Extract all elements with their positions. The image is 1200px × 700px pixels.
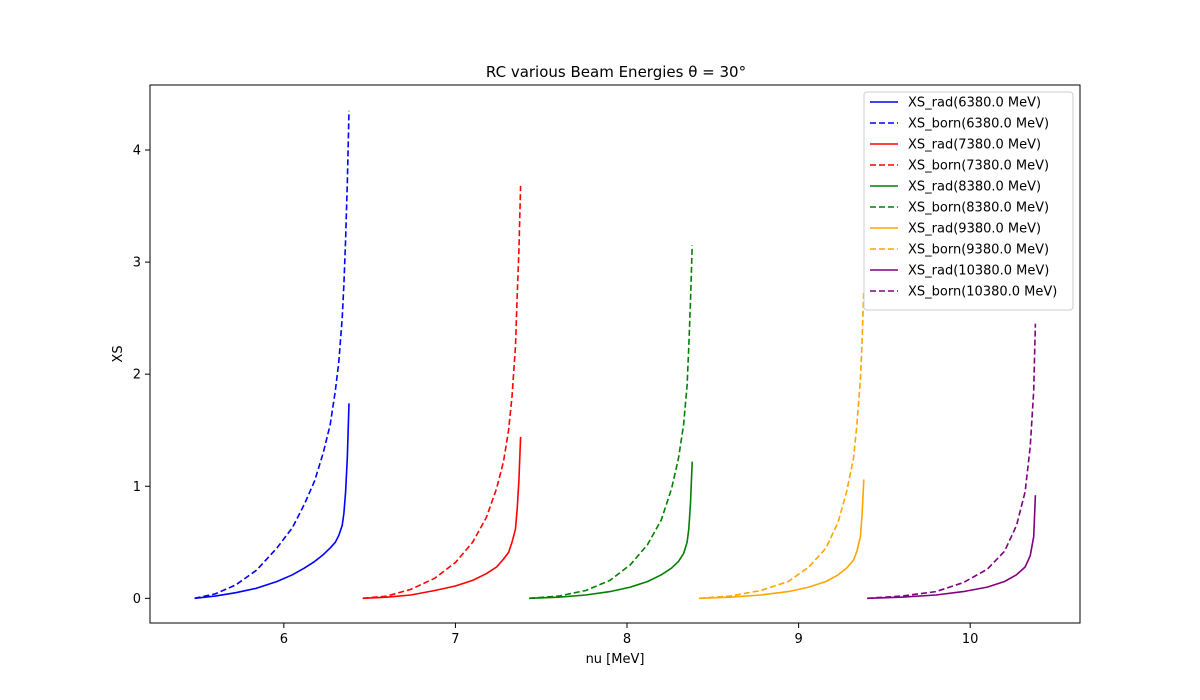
legend: XS_rad(6380.0 MeV) XS_born(6380.0 MeV) XS_… — [863, 91, 1074, 311]
x-tick-label: 7 — [451, 632, 459, 647]
y-axis-label: XS — [111, 345, 126, 362]
series-line-5 — [529, 245, 693, 600]
y-tick-label: 0 — [133, 592, 141, 607]
legend-entry-label: XS_rad(8380.0 MeV) — [908, 180, 1041, 195]
y-tick-label: 4 — [133, 144, 141, 159]
series-line-8 — [867, 495, 1037, 600]
series-line-0 — [194, 403, 350, 600]
chart-title: RC various Beam Energies θ = 30° — [486, 63, 746, 81]
x-tick-label: 6 — [280, 632, 288, 647]
series-line-7 — [699, 290, 865, 600]
x-axis-label: nu [MeV] — [586, 652, 645, 667]
y-tick-label: 2 — [133, 368, 141, 383]
series-line-4 — [529, 461, 693, 600]
series-line-2 — [362, 436, 522, 600]
x-tick-label: 8 — [623, 632, 631, 647]
legend-entry-label: XS_rad(7380.0 MeV) — [908, 138, 1041, 153]
x-tick-label: 10 — [962, 632, 979, 647]
series-line-3 — [362, 185, 522, 600]
series-line-1 — [194, 110, 350, 600]
x-axis: 6 7 8 9 10 — [280, 623, 979, 647]
legend-entry-label: XS_born(7380.0 MeV) — [908, 159, 1049, 174]
legend-entry-label: XS_rad(10380.0 MeV) — [908, 264, 1049, 279]
plot-frame — [149, 84, 1081, 624]
legend-entry-label: XS_born(6380.0 MeV) — [908, 117, 1049, 132]
y-tick-label: 1 — [133, 480, 141, 495]
y-axis: 0 1 2 3 4 — [133, 144, 150, 607]
x-tick-label: 9 — [794, 632, 802, 647]
y-tick-label: 3 — [133, 256, 141, 271]
legend-box — [863, 91, 1074, 311]
series-line-9 — [867, 323, 1037, 600]
plot-area — [194, 110, 1037, 600]
legend-entry-label: XS_rad(9380.0 MeV) — [908, 222, 1041, 237]
legend-entry-label: XS_born(8380.0 MeV) — [908, 201, 1049, 216]
series-line-6 — [699, 479, 865, 600]
legend-entry-label: XS_born(10380.0 MeV) — [908, 285, 1057, 300]
legend-entry-label: XS_born(9380.0 MeV) — [908, 243, 1049, 258]
legend-entry-label: XS_rad(6380.0 MeV) — [908, 96, 1041, 111]
